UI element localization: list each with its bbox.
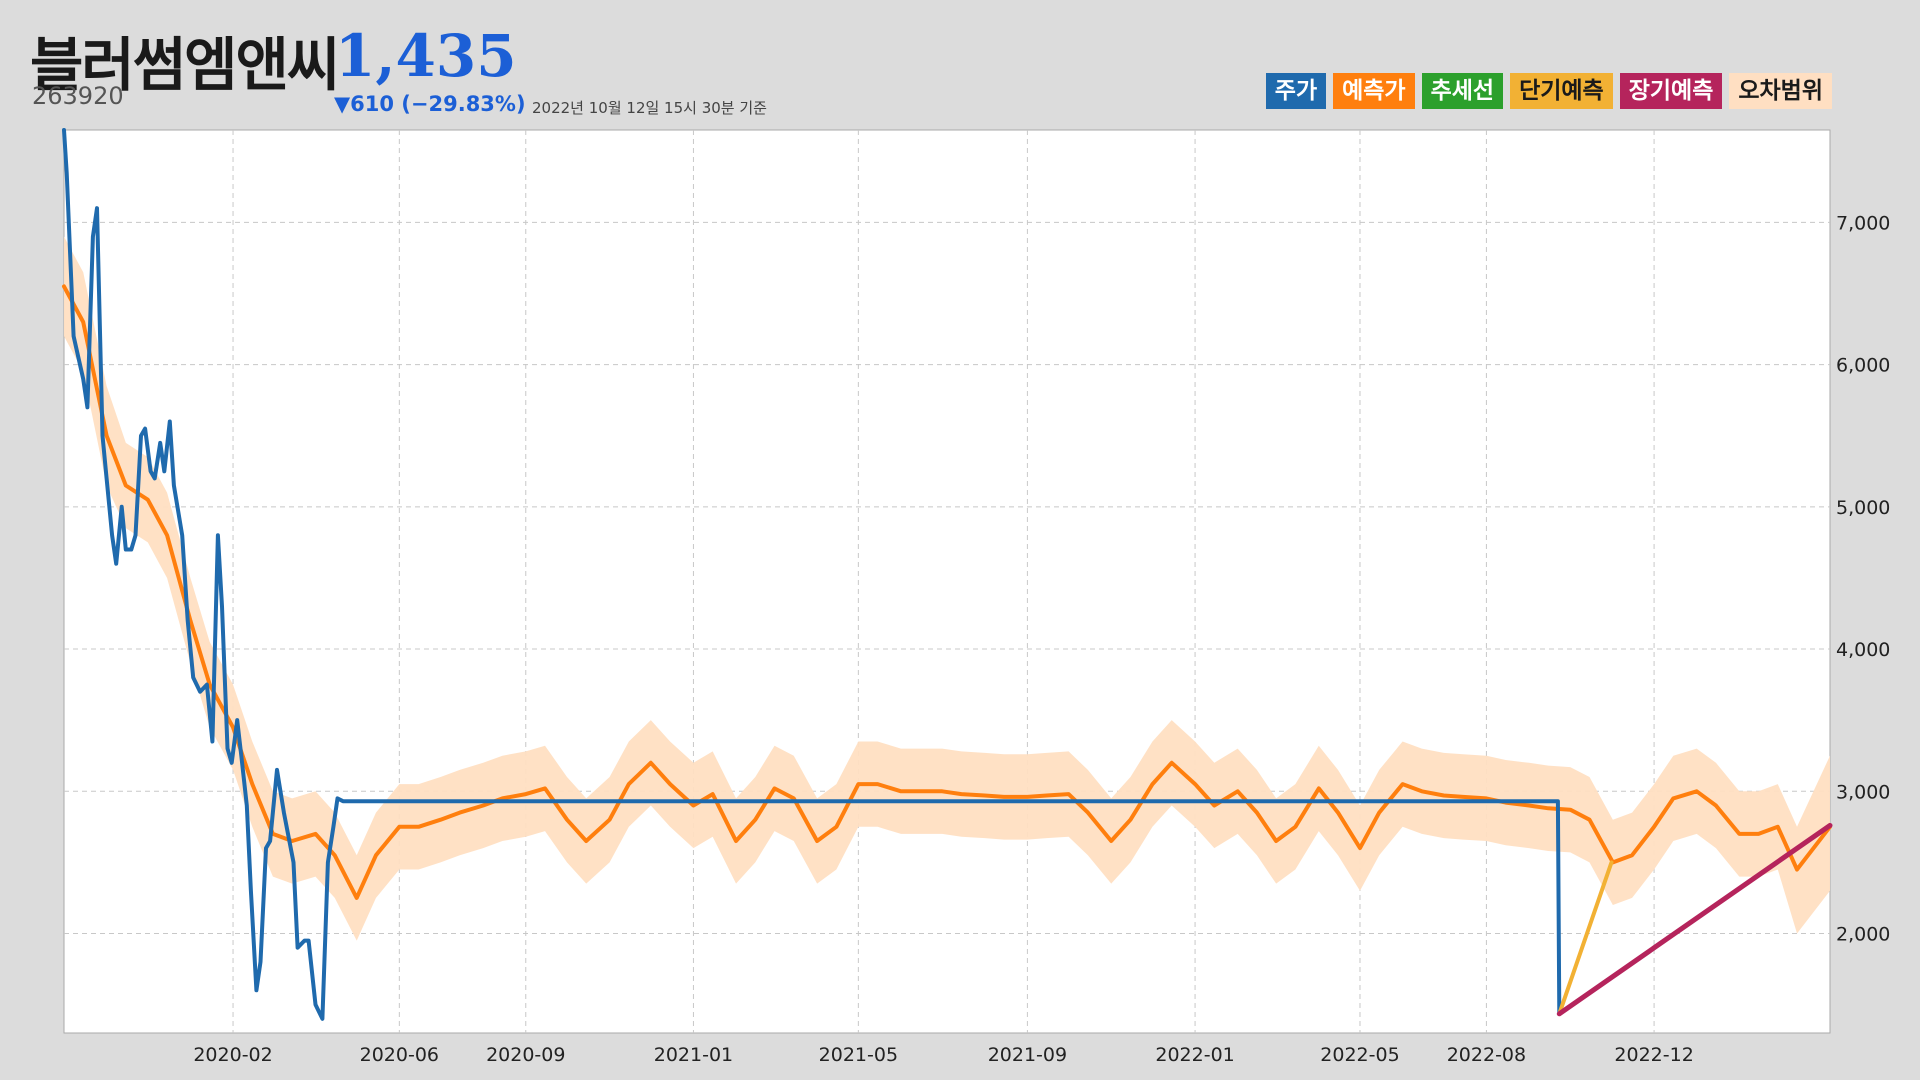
x-tick-label: 2021-01 xyxy=(654,1044,733,1066)
y-tick-label: 5,000 xyxy=(1836,497,1890,519)
error-band-area xyxy=(64,236,1830,941)
y-tick-label: 3,000 xyxy=(1836,781,1890,803)
x-tick-label: 2021-09 xyxy=(988,1044,1067,1066)
price-line xyxy=(62,128,1562,1021)
stock-name: 블러썸엠앤씨 xyxy=(30,31,340,99)
x-tick-label: 2020-02 xyxy=(193,1044,272,1066)
x-tick-label: 2022-08 xyxy=(1447,1044,1526,1066)
legend-error-band[interactable]: 오차범위 xyxy=(1729,73,1832,109)
x-tick-label: 2022-05 xyxy=(1320,1044,1399,1066)
x-tick-label: 2020-06 xyxy=(360,1044,439,1066)
x-tick-label: 2020-09 xyxy=(486,1044,565,1066)
short-term-forecast-line xyxy=(1557,860,1614,1016)
legend-long-term[interactable]: 장기예측 xyxy=(1619,73,1723,109)
y-axis: 2,000 3,000 4,000 5,000 6,000 7,000 xyxy=(1836,212,1890,945)
y-tick-label: 6,000 xyxy=(1836,355,1890,377)
error-band xyxy=(64,236,1830,941)
y-tick-label: 2,000 xyxy=(1836,923,1890,945)
forecast-line xyxy=(62,284,1832,900)
current-price: 1,435 xyxy=(335,22,517,90)
y-tick-label: 4,000 xyxy=(1836,639,1890,661)
legend-price[interactable]: 주가 xyxy=(1265,73,1327,109)
chart-legend: 주가 예측가 추세선 단기예측 장기예측 오차범위 xyxy=(1265,73,1832,109)
legend-trendline[interactable]: 추세선 xyxy=(1421,73,1504,109)
x-axis: 2020-02 2020-06 2020-09 2021-01 2021-05 2021-… xyxy=(193,1044,1693,1066)
y-tick-label: 7,000 xyxy=(1836,212,1890,234)
x-tick-label: 2021-05 xyxy=(819,1044,898,1066)
x-tick-label: 2022-01 xyxy=(1155,1044,1234,1066)
stock-code: 263920 xyxy=(32,82,124,110)
price-change: ▼610 (−29.83%) xyxy=(334,92,526,116)
legend-forecast[interactable]: 예측가 xyxy=(1333,73,1415,109)
plot-area xyxy=(63,129,1831,1034)
as-of-timestamp: 2022년 10월 12일 15시 30분 기준 xyxy=(532,99,767,117)
series-lines xyxy=(62,128,1833,1021)
legend-short-term[interactable]: 단기예측 xyxy=(1510,73,1613,109)
x-tick-label: 2022-12 xyxy=(1614,1044,1693,1066)
long-term-forecast-line xyxy=(1556,822,1833,1017)
